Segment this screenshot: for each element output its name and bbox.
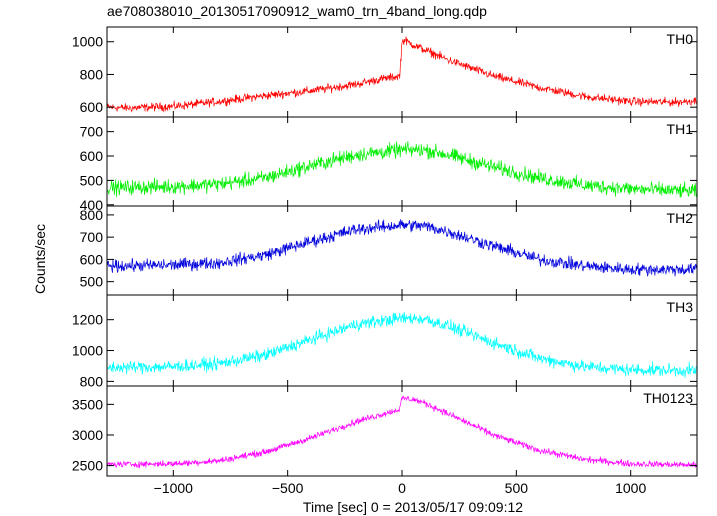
- series-th3-line: [107, 311, 697, 378]
- y-tick-label: 500: [80, 274, 104, 290]
- y-tick-label: 800: [80, 207, 104, 223]
- x-tick-label: −500: [272, 480, 304, 496]
- x-axis-label: Time [sec] 0 = 2013/05/17 09:09:12: [303, 499, 523, 515]
- panel-frame: [106, 116, 698, 207]
- y-tick-label: 3000: [72, 427, 103, 443]
- series-th0-line: [107, 36, 697, 113]
- y-tick-label: 700: [80, 124, 104, 140]
- panel-label: TH0123: [643, 390, 693, 406]
- y-tick-label: 500: [80, 172, 104, 188]
- panel-th1: 400 500 600 700 TH1: [80, 116, 698, 213]
- x-tick-label: 0: [398, 480, 406, 496]
- panel-stack: 600 800 1000 TH0 400 500 600 700 TH1 500 600 700 800…: [72, 26, 698, 496]
- panel-frame: [106, 205, 698, 296]
- panel-th2: 500 600 700 800 TH2: [80, 205, 698, 296]
- x-tick-label: 1000: [615, 480, 646, 496]
- x-tick-label: 500: [505, 480, 529, 496]
- panel-th0: 600 800 1000 TH0: [72, 26, 698, 118]
- chart-title: ae708038010_20130517090912_wam0_trn_4ban…: [107, 3, 487, 19]
- panel-label: TH3: [667, 299, 694, 315]
- y-tick-label: 1200: [72, 312, 103, 328]
- panel-label: TH1: [667, 121, 694, 137]
- y-tick-label: 700: [80, 229, 104, 245]
- panel-th3: 800 1000 1200 TH3: [72, 294, 698, 389]
- series-th2-line: [107, 219, 697, 277]
- panel-th0123: 2500 3000 3500 TH0123: [72, 385, 698, 477]
- y-tick-label: 800: [80, 66, 104, 82]
- y-tick-label: 600: [80, 251, 104, 267]
- y-tick-label: 3500: [72, 396, 103, 412]
- y-tick-label: 1000: [72, 34, 103, 50]
- y-tick-label: 1000: [72, 343, 103, 359]
- series-th0123-line: [107, 395, 697, 469]
- panel-frame: [106, 294, 698, 387]
- series-th1-line: [107, 141, 697, 198]
- y-tick-label: 2500: [72, 458, 103, 474]
- y-tick-label: 400: [80, 197, 104, 213]
- y-tick-label: 600: [80, 99, 104, 115]
- y-tick-label: 800: [80, 373, 104, 389]
- y-axis-label: Counts/sec: [32, 224, 48, 294]
- x-tick-label: −1000: [154, 480, 194, 496]
- y-tick-label: 600: [80, 148, 104, 164]
- panel-label: TH0: [667, 31, 694, 47]
- panel-label: TH2: [667, 210, 694, 226]
